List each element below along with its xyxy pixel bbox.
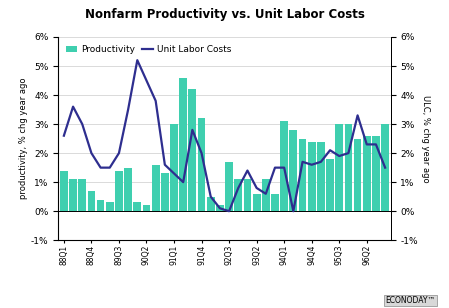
Bar: [216, 205, 224, 211]
Bar: [60, 171, 68, 211]
Bar: [326, 159, 334, 211]
Bar: [115, 171, 123, 211]
Bar: [106, 202, 114, 211]
Bar: [372, 136, 380, 211]
Bar: [234, 179, 242, 211]
Bar: [243, 179, 251, 211]
Bar: [271, 194, 279, 211]
Bar: [133, 202, 141, 211]
Bar: [354, 139, 361, 211]
Bar: [299, 139, 306, 211]
Bar: [179, 78, 187, 211]
Bar: [280, 121, 288, 211]
Bar: [88, 191, 95, 211]
Y-axis label: ULC, % chg year ago: ULC, % chg year ago: [421, 95, 430, 182]
Bar: [308, 141, 316, 211]
Bar: [78, 179, 86, 211]
Bar: [207, 197, 215, 211]
Title: Nonfarm Productivity vs. Unit Labor Costs: Nonfarm Productivity vs. Unit Labor Cost…: [84, 7, 365, 21]
Bar: [335, 124, 343, 211]
Bar: [253, 194, 260, 211]
Bar: [198, 118, 206, 211]
Bar: [189, 89, 196, 211]
Bar: [262, 179, 270, 211]
Bar: [225, 162, 233, 211]
Bar: [143, 205, 150, 211]
Bar: [161, 173, 169, 211]
Bar: [69, 179, 77, 211]
Bar: [317, 141, 325, 211]
Bar: [363, 136, 371, 211]
Bar: [381, 124, 389, 211]
Y-axis label: productivity, % chg year ago: productivity, % chg year ago: [19, 78, 28, 199]
Bar: [290, 130, 297, 211]
Bar: [344, 124, 352, 211]
Text: ECONODAY™: ECONODAY™: [385, 296, 436, 305]
Legend: Productivity, Unit Labor Costs: Productivity, Unit Labor Costs: [63, 42, 234, 58]
Bar: [124, 168, 132, 211]
Bar: [97, 200, 105, 211]
Bar: [152, 165, 159, 211]
Bar: [170, 124, 178, 211]
